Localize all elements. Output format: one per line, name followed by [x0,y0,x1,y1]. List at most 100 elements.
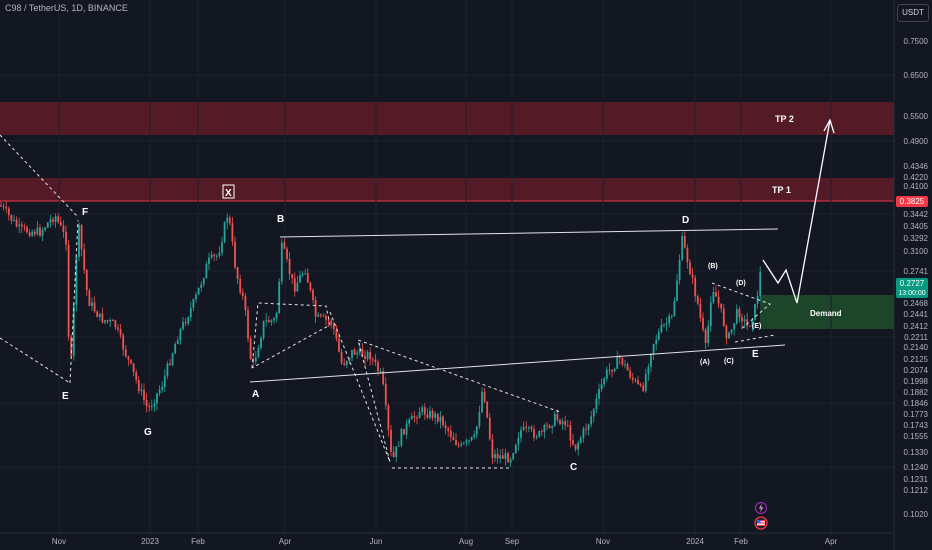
candle-body [746,319,749,326]
candle-body [340,351,343,364]
candle-body [585,428,587,430]
candle-body [512,453,515,460]
candle-body [33,231,36,235]
candle-body [460,443,463,446]
candle-body [582,428,585,438]
wave-x-box [222,184,235,199]
candle-body [39,227,41,236]
candle-body [572,440,574,445]
candle-body [273,318,275,321]
time-axis-label: 2023 [141,537,159,546]
tp1-label: TP 1 [772,185,791,195]
candle-body [135,372,138,380]
candle-body [691,274,694,278]
candle-body [278,281,281,314]
wave-label-sub-b: (B) [708,263,718,270]
candle-body [382,371,385,385]
candle-body [533,429,535,438]
candle-body [676,280,678,301]
candle-body [226,217,229,223]
candle-body [514,444,517,454]
candle-body [475,426,478,435]
candle-body [286,248,288,259]
candle-body [530,427,533,430]
candle-body [296,282,299,292]
price-axis-label: 0.1998 [904,377,929,386]
candle-body [163,375,166,387]
candle-body [184,322,187,324]
time-axis[interactable]: Nov 2023 Feb Apr Jun Aug Sep Nov 2024 Feb Apr [0,532,894,546]
candle-body [694,277,697,297]
wave-label-sub-d: (D) [736,280,746,287]
wave-label-sub-c: (C) [724,358,734,365]
candle-body [569,425,572,441]
candle-body [114,320,117,328]
candle-body [442,416,444,426]
candle-body [75,256,78,305]
candle-body [587,424,590,430]
price-axis-label: 0.3442 [904,210,929,219]
us-flag-icon[interactable] [754,516,768,530]
candle-body [405,423,408,435]
candle-body [88,290,91,307]
candle-body [231,223,234,242]
wave-label-e-right: E [752,349,759,360]
candle-body [171,353,174,365]
candle-body [494,454,496,458]
candle-body [109,320,112,322]
price-axis[interactable]: 0.7500 0.6500 0.5500 0.4900 0.4346 0.42200.41… [893,0,932,550]
candle-body [468,440,470,442]
candle-body [319,314,322,316]
time-axis-label: Feb [734,537,748,546]
candle-body [509,459,512,463]
trend-lines [0,134,786,469]
candle-body [304,273,307,275]
candle-body [501,455,504,459]
wave-label-g: G [144,427,152,438]
time-axis-label: Feb [191,537,205,546]
candle-body [543,425,546,432]
price-axis-label: 0.4100 [904,182,929,191]
candle-body [325,315,327,320]
wave-label-f: F [82,207,88,218]
candle-body [65,231,67,245]
candle-body [626,364,629,371]
candle-body [28,232,31,236]
candle-body [733,323,736,330]
candle-body [343,363,346,365]
candle-body [663,324,665,326]
candle-body [270,320,273,323]
candle-body [228,217,231,224]
price-axis-label: 0.5500 [904,112,929,121]
candle-body [665,323,668,325]
candle-body [283,242,286,249]
candle-body [657,331,660,340]
price-axis-label: 0.1743 [904,421,929,430]
candle-body [423,407,426,415]
candle-body [345,361,348,365]
candle-body [709,302,712,326]
candle-body [590,416,593,425]
candle-body [202,278,205,285]
candle-body [754,303,756,320]
candle-body [374,359,377,363]
candle-body [595,398,598,410]
candle-body [689,262,691,275]
lightning-icon[interactable] [754,501,768,515]
candle-body [348,357,351,362]
candle-body [616,356,619,369]
time-axis-label: Aug [459,537,473,546]
current-price: 0.2727 [900,279,925,288]
candle-body [317,314,320,317]
candle-body [618,356,621,358]
candle-body [111,320,114,322]
candle-body [192,299,195,308]
candle-body [429,410,431,418]
currency-button[interactable]: USDT [897,4,929,22]
wave-label-d: D [682,215,689,226]
candle-body [254,357,257,362]
price-axis-label: 0.1231 [904,475,929,484]
candle-body [221,242,223,253]
candle-body [364,355,366,359]
